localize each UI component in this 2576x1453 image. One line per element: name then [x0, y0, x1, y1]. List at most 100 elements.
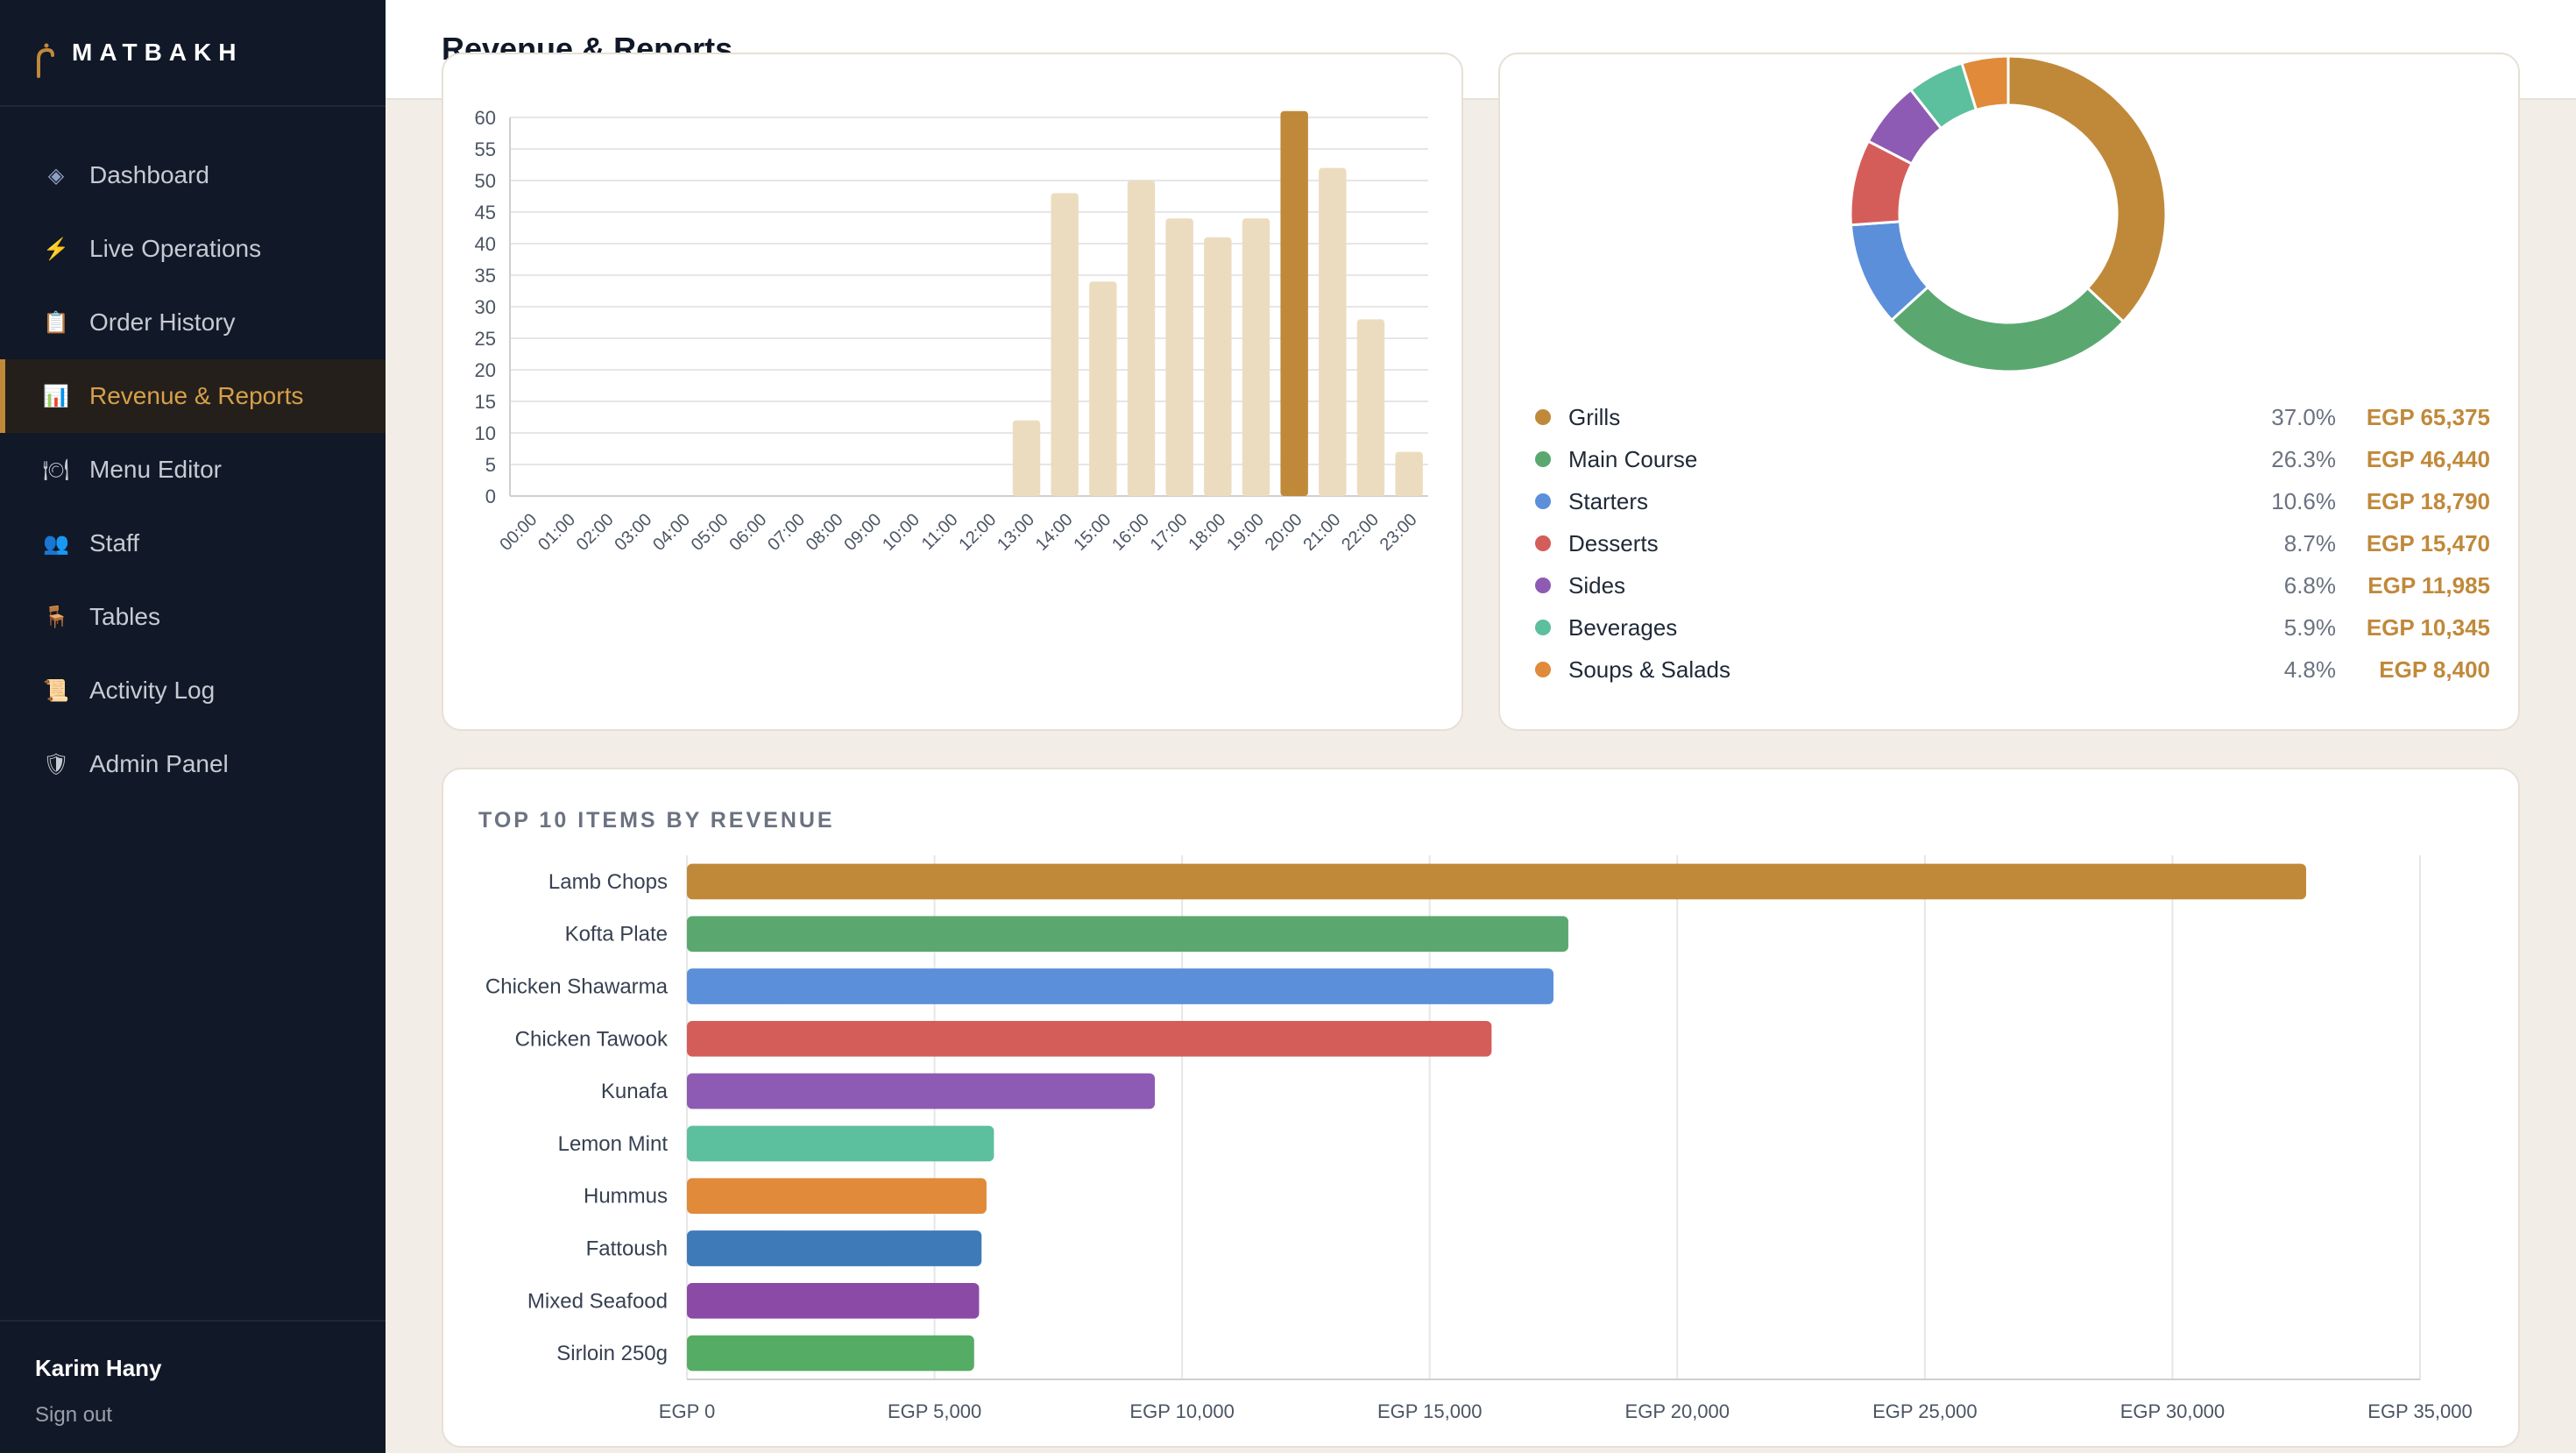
- x-tick-label: 04:00: [649, 510, 694, 555]
- legend-swatch: [1535, 535, 1551, 551]
- top-items-chart: EGP 0 EGP 5,000 EGP 10,000 EGP 15,000 EGP 20…: [485, 855, 2473, 1422]
- legend-swatch: [1535, 578, 1551, 593]
- revenue-by-category-card: Grills 37.0% EGP 65,375 Main Course 26.3% EGP…: [1498, 53, 2520, 731]
- sidebar-item-label: Live Operations: [89, 235, 262, 262]
- item-label: Lemon Mint: [558, 1132, 669, 1156]
- x-tick-label: 18:00: [1185, 510, 1229, 555]
- brand-logo-icon: [37, 43, 54, 78]
- sidebar-item-label: Dashboard: [89, 161, 209, 188]
- x-tick-label: EGP 25,000: [1872, 1400, 1977, 1422]
- legend-label: Grills: [1568, 403, 1621, 430]
- legend-swatch: [1535, 409, 1551, 425]
- hour-bar[interactable]: [1319, 167, 1347, 496]
- legend-item: Main Course 26.3% EGP 46,440: [1535, 438, 2490, 480]
- y-tick-label: 5: [485, 454, 496, 476]
- item-label: Kunafa: [601, 1080, 669, 1103]
- lightning-icon: ⚡: [43, 237, 69, 261]
- x-tick-label: EGP 20,000: [1625, 1400, 1730, 1422]
- hour-bar[interactable]: [1051, 193, 1079, 496]
- x-tick-label: 10:00: [879, 510, 924, 555]
- item-bar[interactable]: [687, 1073, 1156, 1109]
- x-tick-label: 09:00: [840, 510, 885, 555]
- sidebar-item-order-history[interactable]: 📋 Order History: [0, 286, 386, 359]
- x-tick-label: 14:00: [1032, 510, 1077, 555]
- user-panel: Karim Hany Sign out: [0, 1320, 386, 1453]
- item-label: Lamb Chops: [548, 870, 668, 894]
- hour-bar[interactable]: [1165, 218, 1193, 496]
- sidebar-item-label: Admin Panel: [89, 750, 229, 777]
- item-label: Hummus: [584, 1185, 668, 1208]
- scroll-icon: 📜: [43, 678, 69, 703]
- item-bar[interactable]: [687, 968, 1553, 1004]
- legend-label: Starters: [1568, 487, 1649, 514]
- hour-bar[interactable]: [1127, 181, 1156, 496]
- sidebar-item-dashboard[interactable]: ◈ Dashboard: [0, 138, 386, 212]
- item-bar[interactable]: [687, 1335, 974, 1371]
- legend-value: EGP 11,985: [2367, 571, 2490, 599]
- bar-chart-icon: 📊: [43, 384, 69, 408]
- sidebar-item-revenue-reports[interactable]: 📊 Revenue & Reports: [0, 359, 386, 433]
- item-bar[interactable]: [687, 1125, 994, 1162]
- x-tick-label: 03:00: [611, 510, 655, 555]
- legend-item: Sides 6.8% EGP 11,985: [1535, 564, 2490, 606]
- sidebar-item-admin-panel[interactable]: 🛡 Admin Panel: [0, 727, 386, 801]
- x-tick-label: 23:00: [1376, 510, 1421, 555]
- x-tick-label: 15:00: [1070, 510, 1115, 555]
- legend-value: EGP 18,790: [2366, 487, 2490, 514]
- shield-icon: 🛡: [42, 752, 70, 776]
- hour-bar[interactable]: [1242, 218, 1270, 496]
- legend-label: Beverages: [1568, 613, 1678, 641]
- people-icon: 👥: [43, 531, 69, 556]
- hour-bar[interactable]: [1089, 281, 1117, 496]
- hour-bar[interactable]: [1204, 237, 1232, 496]
- legend-value: EGP 65,375: [2366, 403, 2490, 430]
- item-bar[interactable]: [687, 1230, 982, 1266]
- clipboard-icon: 📋: [43, 310, 69, 335]
- hourly-orders-chart: 05101520253035404550556000:0001:0002:000…: [475, 107, 1428, 555]
- legend-percent: 5.9%: [2283, 613, 2336, 641]
- hour-bar[interactable]: [1395, 451, 1423, 496]
- y-tick-label: 20: [475, 359, 496, 381]
- legend-swatch: [1535, 662, 1551, 677]
- x-tick-label: EGP 0: [659, 1400, 715, 1422]
- item-label: Chicken Tawook: [515, 1027, 669, 1051]
- donut-slice[interactable]: [2006, 54, 2168, 324]
- sidebar-item-live-operations[interactable]: ⚡ Live Operations: [0, 212, 386, 286]
- item-bar[interactable]: [687, 1282, 980, 1319]
- legend-value: EGP 15,470: [2366, 529, 2490, 556]
- sign-out-link[interactable]: Sign out: [35, 1403, 113, 1427]
- legend-label: Main Course: [1568, 445, 1698, 472]
- sidebar-item-tables[interactable]: 🪑 Tables: [0, 580, 386, 654]
- hour-bar[interactable]: [1356, 319, 1385, 496]
- y-tick-label: 40: [475, 233, 496, 255]
- brand[interactable]: MATBAKH: [0, 0, 386, 107]
- sidebar-item-label: Tables: [89, 603, 160, 630]
- diamond-icon: ◈: [47, 163, 65, 188]
- sidebar-item-menu-editor[interactable]: 🍽 Menu Editor: [0, 433, 386, 507]
- item-label: Chicken Shawarma: [485, 975, 669, 999]
- legend-value: EGP 46,440: [2366, 445, 2490, 472]
- legend-percent: 4.8%: [2283, 656, 2336, 683]
- item-bar[interactable]: [687, 1178, 987, 1215]
- x-tick-label: 12:00: [955, 510, 1000, 555]
- x-tick-label: 01:00: [534, 510, 579, 555]
- sidebar-item-staff[interactable]: 👥 Staff: [0, 507, 386, 580]
- hour-bar[interactable]: [1280, 110, 1308, 497]
- item-bar[interactable]: [687, 863, 2307, 900]
- donut-slice[interactable]: [1889, 285, 2126, 373]
- donut-slice[interactable]: [1960, 54, 2010, 112]
- x-tick-label: 05:00: [688, 510, 732, 555]
- plate-icon: 🍽: [42, 457, 70, 482]
- item-bar[interactable]: [687, 1020, 1492, 1057]
- hour-bar[interactable]: [1012, 420, 1041, 496]
- x-tick-label: 21:00: [1299, 510, 1344, 555]
- x-tick-label: 16:00: [1108, 510, 1153, 555]
- item-bar[interactable]: [687, 916, 1568, 953]
- legend-swatch: [1535, 451, 1551, 467]
- sidebar-nav: ◈ Dashboard ⚡ Live Operations 📋 Order History…: [0, 107, 386, 801]
- x-tick-label: 07:00: [764, 510, 809, 555]
- sidebar-item-activity-log[interactable]: 📜 Activity Log: [0, 654, 386, 727]
- legend-item: Desserts 8.7% EGP 15,470: [1535, 522, 2490, 564]
- item-label: Mixed Seafood: [527, 1289, 668, 1313]
- x-tick-label: 13:00: [994, 510, 1038, 555]
